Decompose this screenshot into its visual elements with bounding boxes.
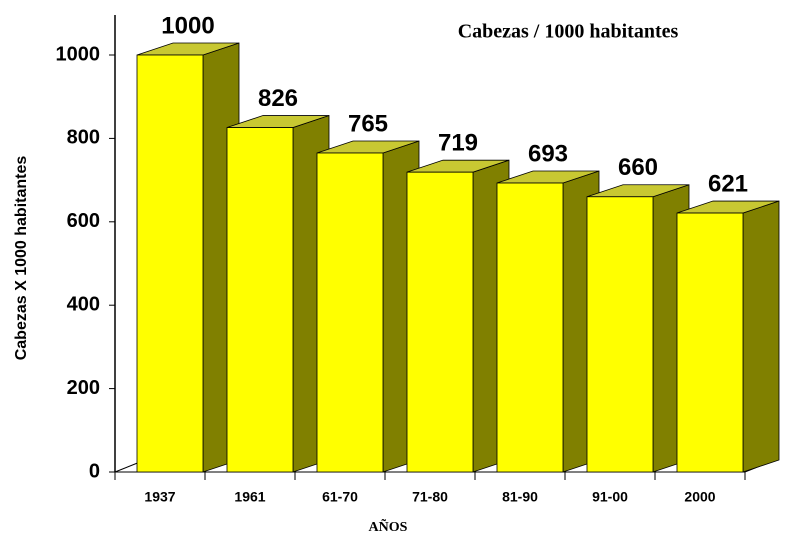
- x-tick-label: 1961: [234, 489, 265, 505]
- bar: [316, 152, 384, 473]
- bar: [136, 54, 204, 473]
- bar-side: [742, 200, 780, 473]
- x-tick-label: 1937: [144, 489, 175, 505]
- y-axis-label: Cabezas X 1000 habitantes: [13, 156, 30, 361]
- x-tick-label: 2000: [684, 489, 715, 505]
- chart-title: Cabezas / 1000 habitantes: [458, 21, 679, 43]
- x-axis-label: AÑOS: [369, 517, 408, 535]
- y-tick-label: 600: [67, 210, 100, 232]
- y-tick-label: 1000: [56, 43, 101, 65]
- x-tick-label: 71-80: [412, 489, 448, 505]
- bar: [586, 196, 654, 473]
- value-label: 1000: [161, 12, 214, 39]
- y-tick-label: 200: [67, 377, 100, 399]
- bar: [676, 212, 744, 473]
- value-label: 719: [438, 130, 478, 157]
- value-label: 660: [618, 154, 658, 181]
- bar: [496, 182, 564, 473]
- x-tick-label: 81-90: [502, 489, 538, 505]
- value-label: 693: [528, 140, 568, 167]
- y-tick-label: 0: [89, 460, 100, 482]
- y-tick-label: 400: [67, 293, 100, 315]
- bar: [406, 171, 474, 473]
- value-label: 765: [348, 110, 388, 137]
- value-label: 826: [258, 85, 298, 112]
- bar: [226, 127, 294, 473]
- value-label: 621: [708, 170, 748, 197]
- x-tick-label: 91-00: [592, 489, 628, 505]
- y-tick-label: 800: [67, 127, 100, 149]
- x-tick-label: 61-70: [322, 489, 358, 505]
